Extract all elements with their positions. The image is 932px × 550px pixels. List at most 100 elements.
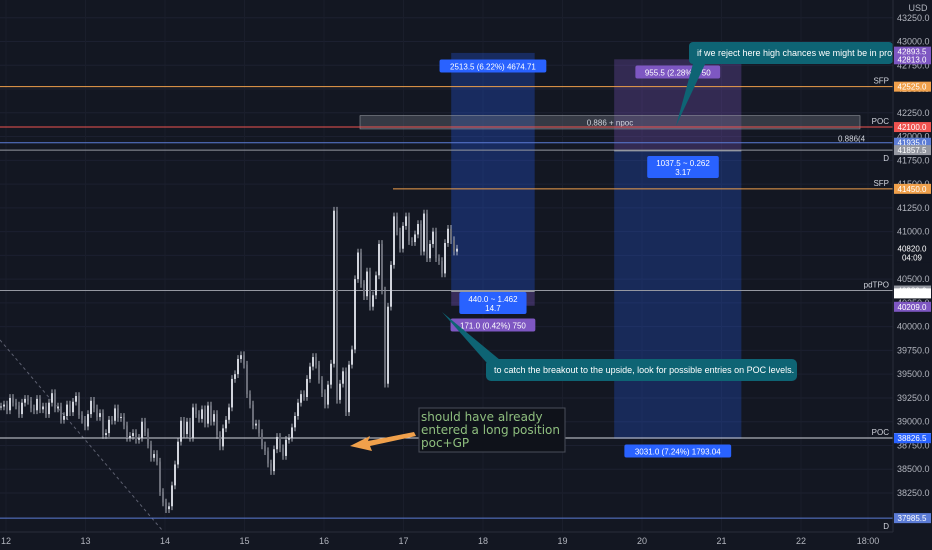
long-top-label-bg: [439, 59, 547, 73]
candle-body: [222, 428, 224, 447]
price-tick-label: 42000.0: [897, 132, 930, 142]
candle-body: [105, 433, 107, 436]
candle-body: [279, 436, 281, 449]
level-name: pdTPO: [864, 281, 889, 290]
candle-body: [66, 404, 68, 417]
candle-body: [321, 379, 323, 394]
time-tick-label: 19: [557, 536, 567, 546]
short-profit-zone[interactable]: [614, 150, 742, 439]
candle-body: [306, 378, 308, 397]
short-top-label: 955.5 (2.28%) 750: [645, 69, 711, 78]
level-tag: 37985.5: [898, 514, 927, 523]
candle-body: [336, 210, 338, 400]
annotations[interactable]: if we reject here high chances we might …: [350, 42, 895, 453]
candle-body: [384, 290, 386, 384]
level-tag: 42100.0: [898, 123, 927, 132]
price-tag-bg: [894, 288, 931, 299]
npoc-zone[interactable]: 0.886 + npoc 0.886(4: [359, 115, 866, 144]
candle-body: [435, 231, 437, 259]
candle-body: [120, 416, 122, 418]
candle-body: [396, 216, 398, 232]
candle-body: [378, 243, 380, 276]
candle-body: [111, 419, 113, 421]
candle-body: [411, 241, 413, 243]
grid: [0, 17, 893, 494]
candle-body: [276, 436, 278, 450]
candle-body: [48, 402, 50, 415]
callout-text: if we reject here high chances we might …: [697, 48, 895, 58]
candle-body: [381, 243, 383, 291]
candle-body: [108, 419, 110, 434]
candle-body: [168, 506, 170, 510]
price-tick-label: 38500.0: [897, 464, 930, 474]
candle-body: [258, 423, 260, 434]
candle-body: [180, 420, 182, 442]
candle-body: [426, 213, 428, 259]
candle-body: [63, 416, 65, 420]
candle-body: [195, 407, 197, 415]
candle-body: [453, 240, 455, 252]
price-tick-label: 39500.0: [897, 369, 930, 379]
candle-body: [42, 406, 44, 410]
price-tick-label: 38750.0: [897, 440, 930, 450]
candle-body: [69, 404, 71, 413]
price-tick-label: 41000.0: [897, 227, 930, 237]
level-tag: 41450.0: [898, 185, 927, 194]
callout-box[interactable]: [486, 359, 797, 381]
candle-body: [390, 264, 392, 307]
level-tag-bg: [894, 183, 931, 194]
level-name: POC: [872, 428, 890, 437]
npoc-zone-right-label: 0.886(4: [838, 134, 866, 143]
note-box[interactable]: [418, 407, 566, 453]
candle-body: [387, 306, 389, 384]
candle-body: [201, 409, 203, 419]
candle-body: [444, 243, 446, 274]
candles: [0, 206, 458, 513]
time-axis[interactable]: 12 13 14 15 16 17 18 19 20 21 22 18:00: [1, 536, 879, 546]
price-tag: 40350.0: [898, 289, 927, 298]
level-tag: 42525.0: [898, 83, 927, 92]
candle-body: [219, 435, 221, 447]
callout-box[interactable]: [689, 42, 893, 64]
long-mid-label: 14.7: [485, 304, 501, 313]
time-tick-label: 16: [319, 536, 329, 546]
level-name: SFP: [873, 77, 889, 86]
callout-text: to catch the breakout to the upside, loo…: [494, 365, 794, 375]
candle-body: [138, 437, 140, 440]
candle-body: [198, 414, 200, 419]
candle-body: [291, 427, 293, 438]
long-top-label: 2513.5 (6.22%) 4674.71: [450, 63, 536, 72]
candle-body: [102, 413, 104, 436]
candle-body: [294, 416, 296, 428]
npoc-zone-box[interactable]: [359, 115, 861, 130]
candle-body: [441, 261, 443, 274]
price-tick-label: 43000.0: [897, 37, 930, 47]
candle-body: [228, 407, 230, 420]
candle-body: [261, 433, 263, 446]
price-tick-label: 40500.0: [897, 274, 930, 284]
level-tag-bg: [894, 145, 931, 156]
price-tick-label: 39750.0: [897, 345, 930, 355]
price-tick-label: 39250.0: [897, 393, 930, 403]
long-profit-zone[interactable]: [451, 52, 535, 292]
time-tick-label: 17: [398, 536, 408, 546]
candle-body: [297, 402, 299, 417]
candle-body: [12, 397, 14, 403]
candle-body: [432, 231, 434, 244]
time-tick-label: 21: [716, 536, 726, 546]
candle-body: [216, 414, 218, 436]
candle-body: [243, 355, 245, 365]
candle-body: [147, 432, 149, 445]
candle-body: [60, 406, 62, 420]
candle-body: [264, 445, 266, 452]
long-bottom-label: 171.0 (0.42%) 750: [460, 322, 526, 331]
candle-body: [354, 279, 356, 350]
long-mid-label-bg: [459, 292, 527, 314]
candle-body: [141, 421, 143, 438]
candle-body: [366, 271, 368, 297]
candle-body: [414, 234, 416, 243]
candle-body: [39, 398, 41, 410]
candle-body: [90, 400, 92, 415]
